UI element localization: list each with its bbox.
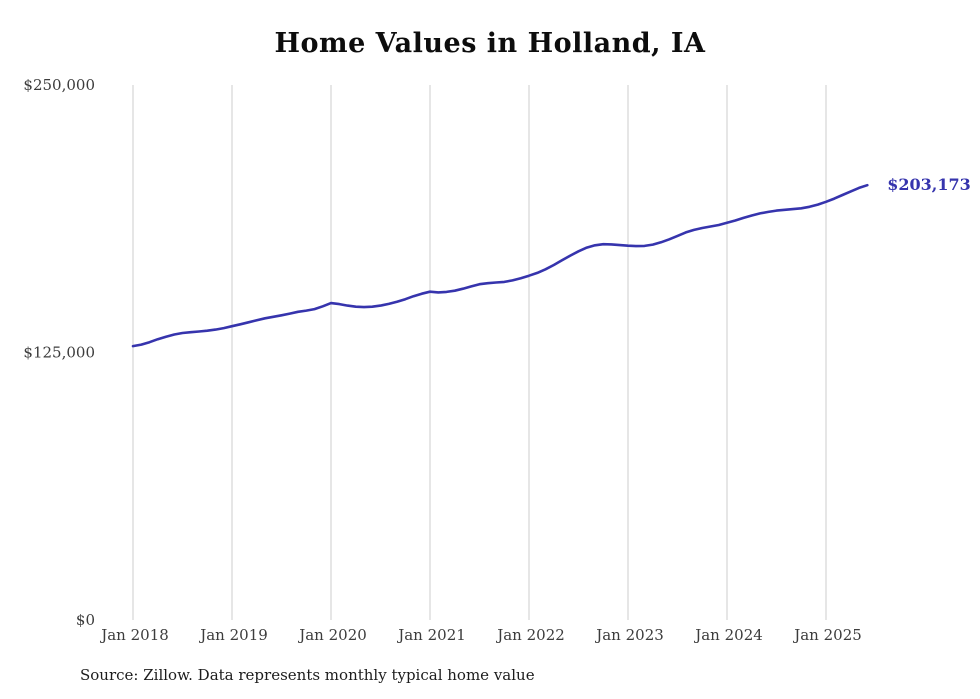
x-axis-tick-label: Jan 2023 xyxy=(594,626,664,644)
x-axis-tick-label: Jan 2018 xyxy=(99,626,169,644)
source-note: Source: Zillow. Data represents monthly … xyxy=(80,666,535,684)
y-axis-tick-label: $250,000 xyxy=(23,76,95,94)
x-axis-tick-label: Jan 2022 xyxy=(495,626,565,644)
x-axis-tick-label: Jan 2019 xyxy=(198,626,268,644)
x-axis-tick-label: Jan 2025 xyxy=(792,626,862,644)
x-axis-tick-label: Jan 2020 xyxy=(297,626,367,644)
x-axis-tick-label: Jan 2021 xyxy=(396,626,466,644)
x-axis-tick-label: Jan 2024 xyxy=(693,626,763,644)
latest-value-label: $203,173 xyxy=(887,175,971,195)
y-axis-tick-label: $0 xyxy=(76,611,95,629)
y-axis-tick-label: $125,000 xyxy=(23,344,95,362)
chart-title: Home Values in Holland, IA xyxy=(274,28,706,59)
home-value-line xyxy=(131,183,869,348)
